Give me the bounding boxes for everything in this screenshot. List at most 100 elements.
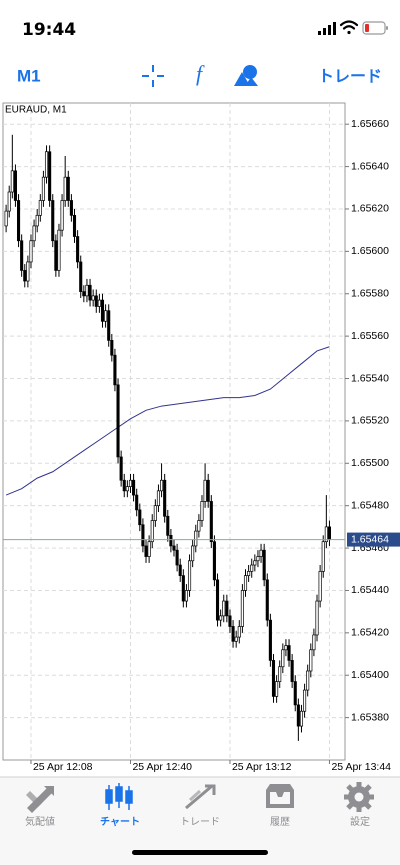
candle-body [54,240,58,271]
candle-body [253,560,257,566]
tab-label[interactable]: 設定 [350,815,370,828]
candle-body [212,541,216,581]
signal-icon [318,22,336,35]
tab-chart-icon [105,783,133,810]
x-tick-label: 25 Apr 13:44 [331,761,391,773]
candle-body [225,600,229,617]
candle-body [116,384,120,458]
candle-body [312,634,316,651]
x-tick-label: 25 Apr 12:40 [132,761,192,773]
tab-labels: 気配値 チャート トレード 履歴 設定 [25,815,370,828]
candle-body [51,200,55,242]
candle-body [309,649,313,672]
chart: 1.65660 1.65640 1.65620 1.65600 1.65580 1.655… [2,102,400,773]
battery-icon [362,21,388,35]
tab-label[interactable]: 履歴 [270,816,290,828]
candle-body [228,615,232,627]
tab-label[interactable]: トレード [180,817,220,828]
candle-body [290,660,294,682]
candle-body [125,486,129,492]
candle-body [113,354,117,386]
candle-body [166,515,170,536]
trade-button[interactable]: トレード [318,67,382,86]
candle-body [138,509,142,526]
candle-body [181,575,185,602]
candle-body [262,549,266,581]
y-tick-label: 1.65520 [351,415,389,427]
objects-button[interactable] [234,65,258,86]
candle-body [247,571,251,576]
y-tick-label: 1.65560 [351,330,389,342]
candle-body [44,151,49,178]
candle-body [219,615,223,621]
candle-body [293,681,297,706]
candle-body [299,710,304,727]
candle-body [327,526,332,540]
candle-body [72,214,77,237]
y-tick-label: 1.65400 [351,669,389,681]
candle-body [163,479,167,517]
candle-body [250,564,254,572]
candle-body [104,310,108,322]
candle-body [237,626,241,638]
candle-body [128,479,133,487]
candle-body [48,151,52,201]
candle-body [160,479,164,492]
status-time: 19:44 [22,20,76,40]
candle-body [191,545,195,562]
candle-body [150,520,154,543]
candle-body [135,494,139,511]
candle-body [41,176,45,201]
candle-body [275,681,279,697]
y-tick-label: 1.65420 [351,627,389,639]
candle-body [306,670,310,691]
candle-body [26,261,30,282]
tab-settings-icon [344,782,374,812]
tab-label[interactable]: チャート [100,816,140,828]
candle-body [209,501,213,543]
candle-body [318,571,322,602]
candle-body [147,541,151,557]
x-tick-label: 25 Apr 13:12 [232,761,292,773]
tab-label[interactable]: 気配値 [25,815,55,828]
candle-body [184,590,188,602]
candle-body [169,534,173,547]
candle-body [82,291,86,297]
candle-body [23,270,27,282]
candle-body [200,501,204,521]
candle-body [79,261,83,292]
candle-body [57,229,61,271]
candle-body [268,619,272,661]
x-tick-label: 25 Apr 12:08 [33,761,93,773]
candle-body [76,236,80,263]
timeframe-button[interactable]: M1 [17,66,41,85]
indicator-button[interactable]: f [196,61,205,86]
last-price-label: 1.65464 [351,533,389,545]
y-tick-label: 1.65380 [351,711,389,723]
candle-body [29,240,33,263]
candle-body [7,191,11,212]
candle-body [13,170,17,201]
candle-body [303,689,307,712]
candle-body [287,645,291,661]
candle-body [324,526,328,543]
candle-body [265,579,269,621]
y-tick-label: 1.65600 [351,245,389,257]
candle-body [278,666,282,682]
candle-body [94,295,98,307]
home-indicator [132,850,268,855]
candle-body [69,200,73,216]
y-tick-label: 1.65660 [351,118,389,130]
y-tick-label: 1.65500 [351,457,389,469]
candle-body [100,299,105,322]
candle-body [197,520,201,532]
candle-body [321,541,325,572]
candle-body [234,636,238,642]
moving-average-line [5,346,330,496]
y-tick-label: 1.65440 [351,584,389,596]
crosshair-button[interactable] [142,65,164,87]
candle-body [88,284,92,301]
chart-background [0,100,400,777]
candle-body [119,456,123,481]
